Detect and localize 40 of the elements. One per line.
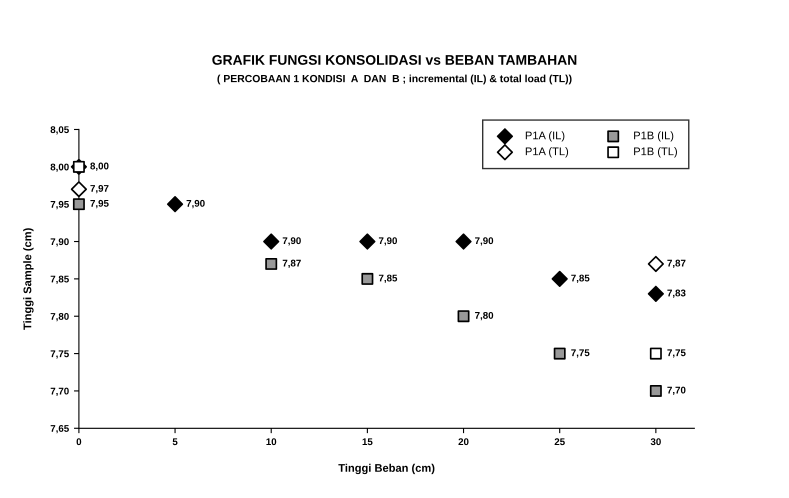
data-label: 7,83	[667, 290, 686, 298]
y-tick-label: 8,05	[50, 126, 69, 135]
legend-label: P1B (IL)	[634, 131, 674, 142]
data-label: 8,00	[90, 162, 109, 171]
y-tick-label: 8,00	[50, 164, 69, 172]
data-label: 7,87	[282, 260, 301, 268]
x-tick-label: 5	[172, 438, 178, 446]
y-tick-label: 7,90	[50, 238, 69, 247]
data-label: 7,70	[667, 386, 686, 395]
y-tick-label: 7,95	[50, 200, 69, 210]
data-label: 7,75	[571, 349, 590, 358]
chart-subtitle: ( PERCOBAAN 1 KONDISI A DAN B ; incremental (IL) & total load (TL))	[217, 74, 572, 84]
x-tick-label: 30	[650, 438, 661, 446]
x-tick-label: 20	[458, 438, 469, 446]
x-tick-label: 0	[76, 438, 82, 446]
chart-title: GRAFIK FUNGSI KONSOLIDASI vs BEBAN TAMBAHAN	[212, 55, 576, 65]
data-label: 7,95	[90, 200, 109, 208]
x-tick-label: 10	[266, 438, 276, 446]
data-label: 7,87	[667, 260, 686, 268]
legend-label: P1B (TL)	[634, 147, 677, 158]
x-axis-title: Tinggi Beban (cm)	[338, 464, 434, 474]
y-tick-label: 7,75	[50, 350, 69, 359]
y-tick-label: 7,70	[50, 388, 69, 396]
y-tick-label: 7,85	[50, 276, 69, 284]
data-label: 7,80	[475, 312, 494, 320]
data-label: 7,75	[667, 349, 686, 358]
y-tick-label: 7,65	[50, 425, 69, 434]
legend-label: P1A (TL)	[526, 147, 568, 158]
data-label: 7,90	[475, 237, 494, 246]
x-tick-label: 15	[362, 438, 373, 446]
data-label: 7,85	[378, 274, 398, 283]
annotation: 7,90	[186, 200, 205, 208]
x-tick-label: 25	[554, 438, 565, 446]
data-label: 7,85	[571, 274, 590, 283]
legend-label: P1A (IL)	[526, 131, 564, 142]
data-label: 7,90	[282, 237, 301, 246]
y-axis-title: Tinggi Sample (cm)	[23, 228, 34, 330]
data-label: 7,97	[90, 184, 109, 194]
data-label: 7,90	[378, 237, 398, 246]
y-tick-label: 7,80	[50, 312, 69, 322]
